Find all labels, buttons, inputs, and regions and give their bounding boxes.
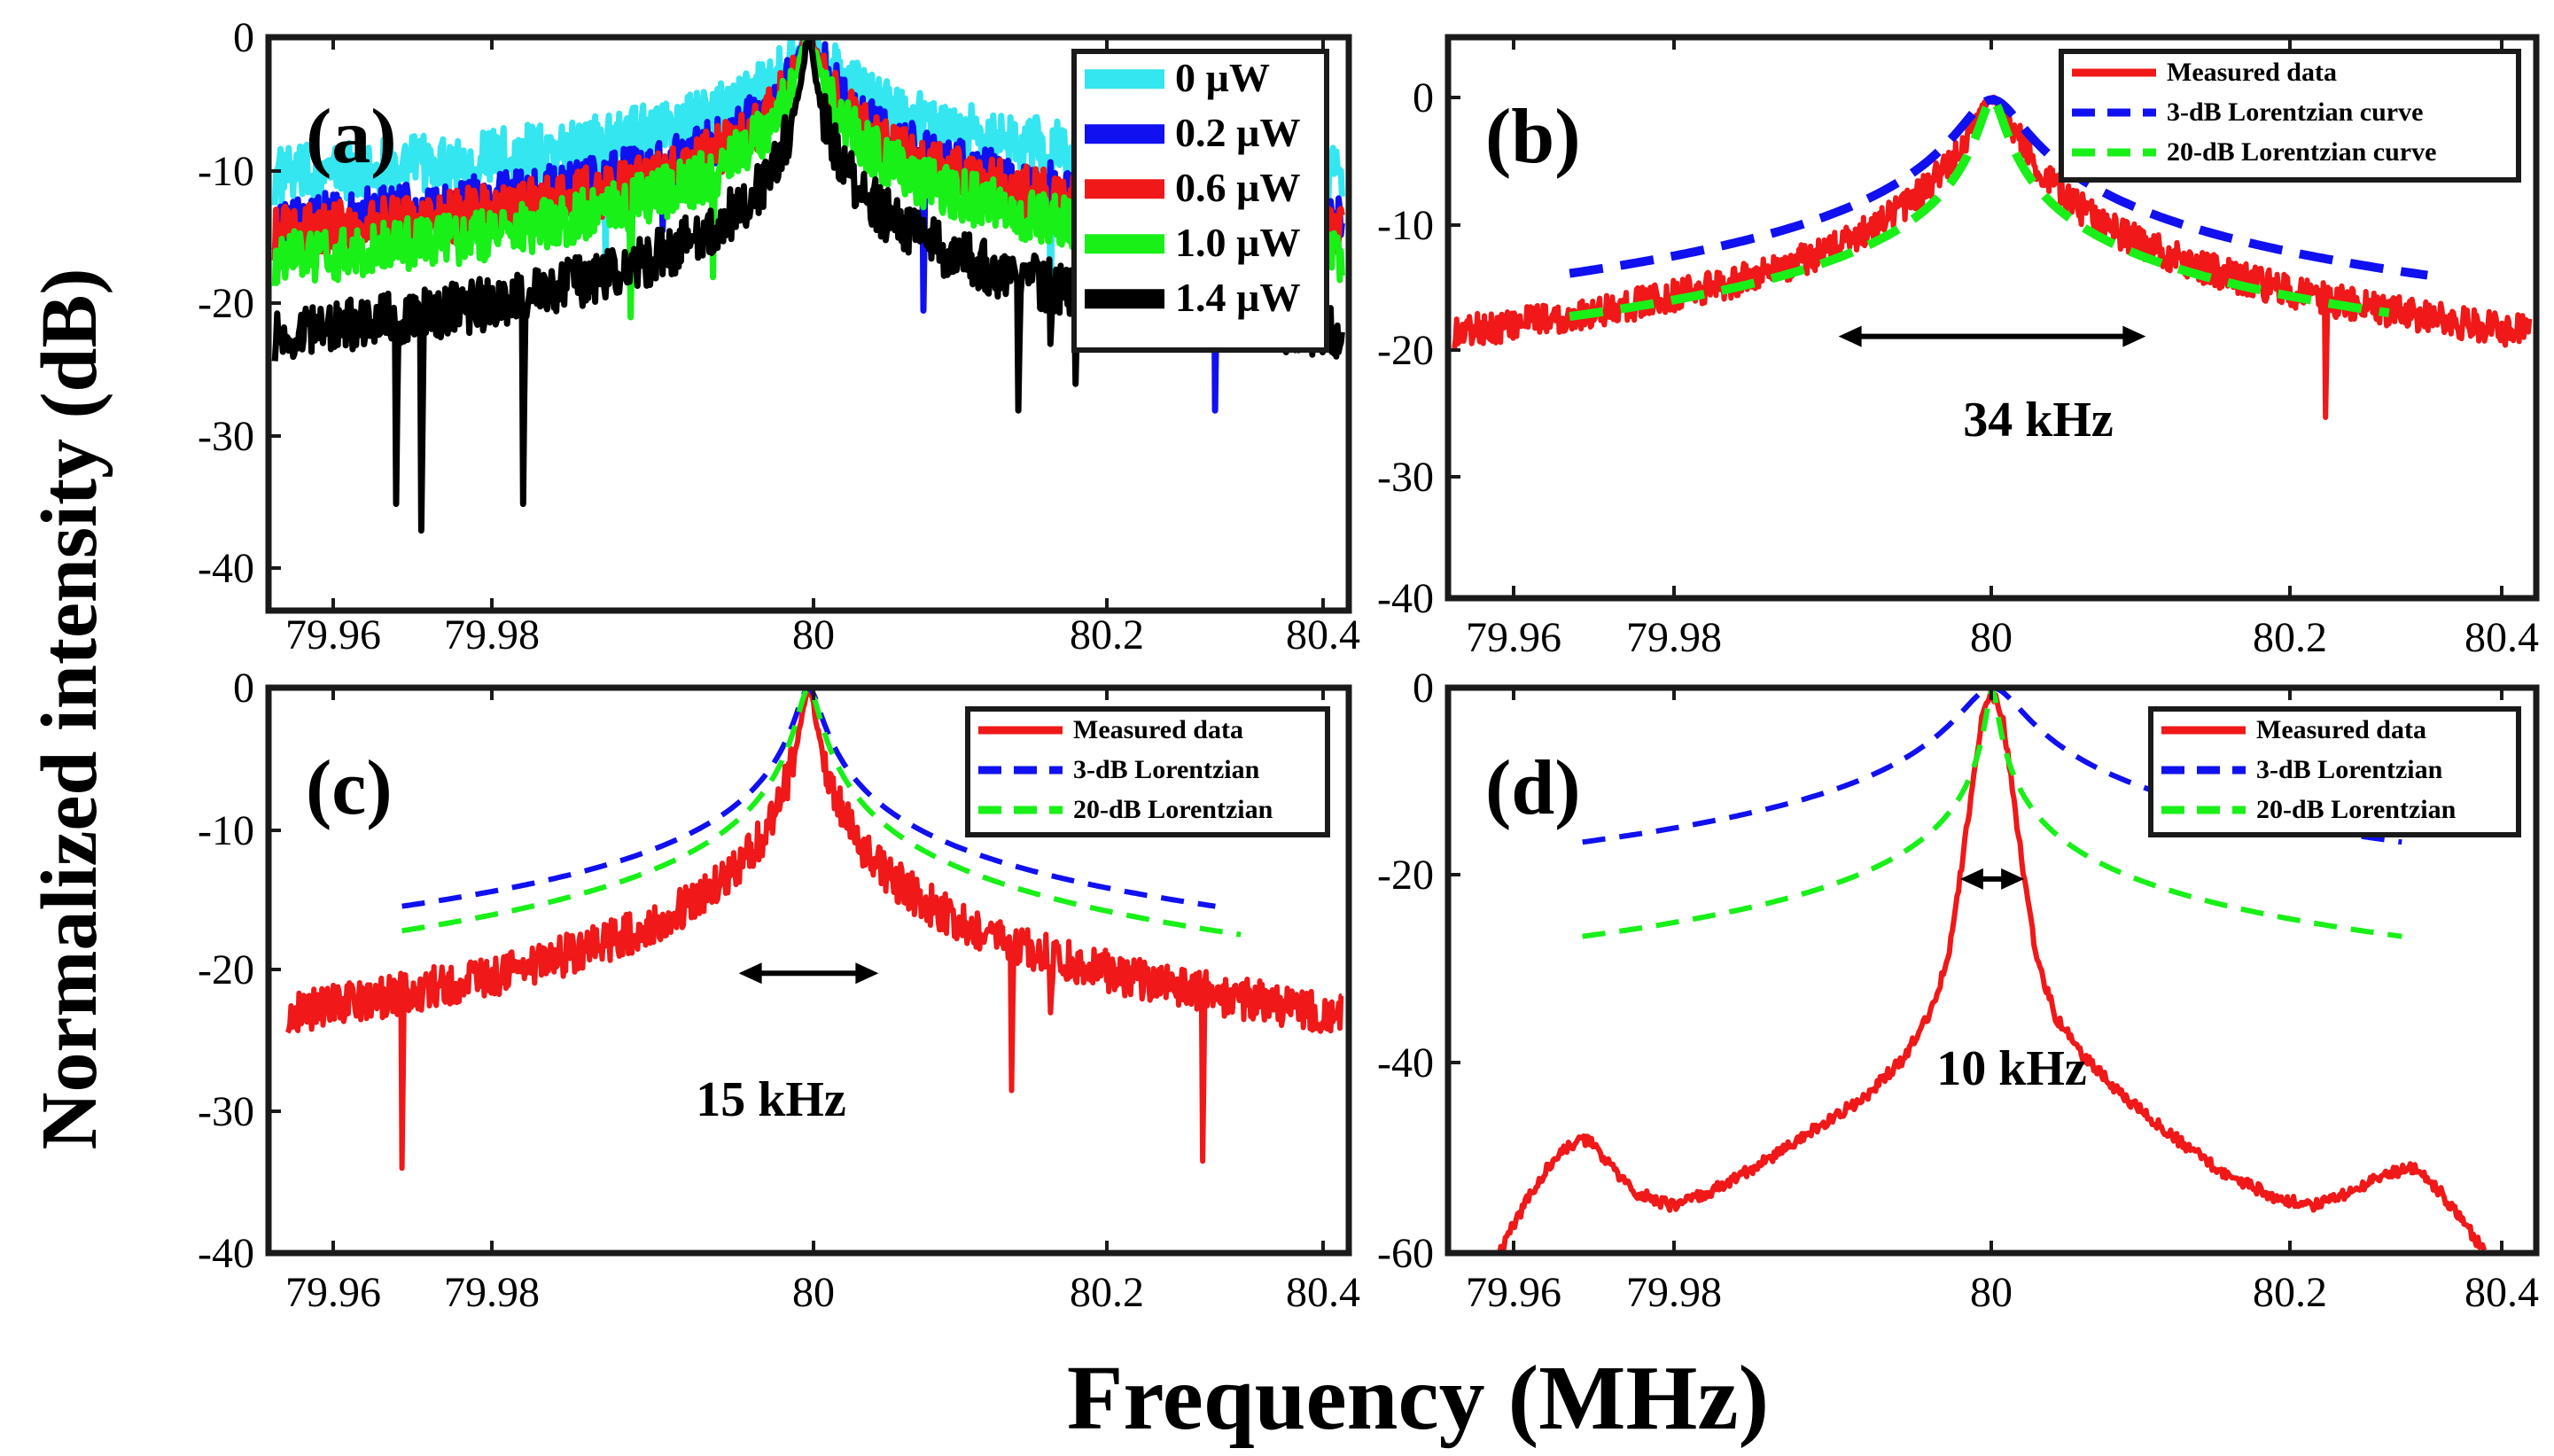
linewidth-annotation-c: 15 kHz [696,1072,846,1127]
y-tick-label-d-2: -40 [1377,1039,1434,1086]
linewidth-annotation-d: 10 kHz [1936,1041,2087,1096]
arrowhead-left-d [1959,868,1983,890]
y-tick-label-a-1: -10 [198,148,254,195]
legend-entry-a-4: 1.4 µW [1175,275,1301,320]
legend-entry-c-0: Measured data [1073,715,1243,744]
x-axis-title: Frequency (MHz) [1067,1347,1769,1449]
y-tick-label-a-3: -30 [198,413,254,460]
y-tick-label-c-2: -20 [198,946,254,993]
x-tick-label-d-2: 80 [1970,1269,2013,1316]
x-tick-label-d-4: 80.4 [2464,1269,2539,1316]
x-tick-label-a-4: 80.4 [1286,611,1360,658]
series-c-0 [284,688,1344,1172]
x-tick-label-a-1: 79.98 [444,611,540,658]
legend-entry-a-2: 0.6 µW [1175,165,1301,210]
y-tick-label-c-4: -40 [198,1230,254,1277]
y-axis-title: Normalized intensity (dB) [26,269,113,1150]
plot-area-c [284,688,1344,1172]
x-tick-label-b-2: 80 [1970,614,2013,661]
legend-entry-a-1: 0.2 µW [1175,110,1301,155]
panel-b: 79.96 79.98 80 80.2 80.4 0 -10 -20 -30 -40 (b) 34 k… [1377,34,2540,661]
x-tick-label-b-1: 79.98 [1626,614,1722,661]
x-tick-label-d-0: 79.96 [1466,1269,1561,1316]
arrowhead-right-d [2001,868,2025,890]
series-b-2 [1568,95,2391,322]
x-tick-label-c-2: 80 [792,1269,835,1316]
arrowhead-right-b [2122,325,2146,347]
y-tick-label-b-1: -10 [1377,202,1434,249]
legend-entry-c-2: 20-dB Lorentzian [1073,795,1273,824]
y-tick-label-c-3: -30 [198,1088,254,1135]
y-tick-label-d-1: -20 [1377,852,1434,899]
panel-label-d: (d) [1485,745,1581,831]
linewidth-annotation-b: 34 kHz [1963,393,2114,448]
arrowhead-left-b [1838,325,1862,347]
panel-c: 79.96 79.98 80 80.2 80.4 0 -10 -20 -30 -40 (c) 15 k… [198,665,1360,1316]
legend-entry-d-2: 20-dB Lorentzian [2256,795,2457,824]
panel-label-b: (b) [1485,94,1581,180]
y-tick-label-a-0: 0 [233,14,254,61]
legend-entry-d-0: Measured data [2256,715,2426,744]
y-tick-label-d-0: 0 [1413,665,1434,712]
y-tick-label-b-4: -40 [1377,575,1434,622]
y-tick-label-a-4: -40 [198,545,254,592]
legend-d: Measured data 3-dB Lorentzian 20-dB Lorent… [2148,706,2521,837]
series-b-1 [1568,95,2429,280]
y-tick-label-c-0: 0 [233,665,254,712]
x-tick-label-a-2: 80 [792,611,835,658]
legend-entry-d-1: 3-dB Lorentzian [2256,755,2443,784]
legend-entry-b-0: Measured data [2167,58,2337,87]
arrowhead-right-c [855,962,879,985]
x-tick-label-b-3: 80.2 [2253,614,2327,661]
y-tick-label-c-1: -10 [198,807,254,854]
x-tick-label-d-3: 80.2 [2253,1269,2327,1316]
y-tick-label-b-3: -30 [1377,454,1434,501]
plot-area-b [1452,94,2533,420]
x-tick-label-c-1: 79.98 [444,1269,540,1316]
y-tick-label-b-2: -20 [1377,327,1434,374]
panel-label-c: (c) [306,745,393,831]
legend-b: Measured data 3-dB Lorentzian curve 20-dB … [2059,49,2521,183]
legend-entry-c-1: 3-dB Lorentzian [1073,755,1260,784]
legend-a: 0 µW 0.2 µW 0.6 µW 1.0 µW 1.4 µW [1071,49,1329,353]
legend-c: Measured data 3-dB Lorentzian 20-dB Lorent… [965,706,1330,837]
legend-entry-a-0: 0 µW [1175,55,1270,100]
y-tick-label-a-2: -20 [198,280,254,327]
y-tick-label-d-3: -60 [1377,1230,1434,1277]
x-tick-label-c-3: 80.2 [1070,1269,1144,1316]
x-tick-label-d-1: 79.98 [1626,1269,1722,1316]
panel-label-a: (a) [306,94,397,180]
legend-entry-b-1: 3-dB Lorentzian curve [2167,97,2423,127]
series-c-2 [401,688,1242,938]
y-tick-label-b-0: 0 [1413,74,1434,121]
arrowhead-left-c [738,962,762,985]
x-tick-label-b-0: 79.96 [1466,614,1561,661]
panel-a: 79.96 79.98 80 80.2 80.4 0 -10 -20 -30 -40 (a) 0 µW… [198,14,1360,658]
x-tick-label-c-4: 80.4 [1286,1269,1360,1316]
x-tick-label-a-0: 79.96 [285,611,381,658]
x-tick-label-b-4: 80.4 [2464,614,2539,661]
x-tick-label-c-0: 79.96 [285,1269,381,1316]
axes-box-a [265,34,1352,614]
x-tick-label-a-3: 80.2 [1070,611,1144,658]
legend-entry-b-2: 20-dB Lorentzian curve [2167,137,2436,167]
panel-d: 79.96 79.98 80 80.2 80.4 0 -20 -40 -60 (d) 10 kHz M… [1377,665,2540,1316]
legend-entry-a-3: 1.0 µW [1175,220,1301,265]
